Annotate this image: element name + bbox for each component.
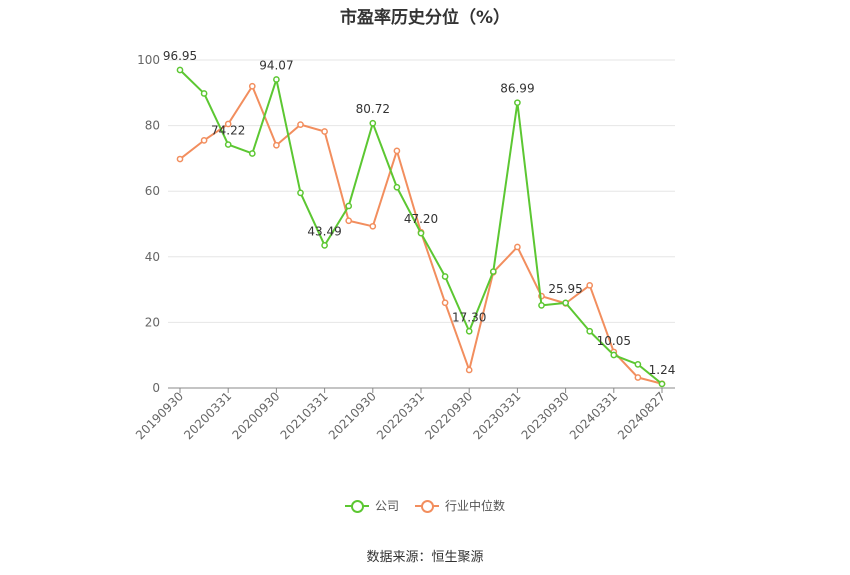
data-point-company (248, 150, 256, 157)
data-label: 43.49 (307, 224, 341, 238)
data-point-industry (465, 366, 473, 374)
y-tick-label: 60 (145, 184, 160, 198)
legend-item-company[interactable]: 公司 (344, 497, 399, 514)
data-point-company (176, 66, 184, 74)
y-tick-label: 20 (145, 315, 160, 329)
data-label: 86.99 (500, 82, 534, 96)
x-tick-label: 20200331 (181, 389, 234, 442)
data-point-company (634, 361, 642, 368)
data-point-industry (200, 137, 208, 144)
data-point-company (514, 99, 521, 107)
x-tick-label: 20240331 (567, 389, 620, 442)
data-point-industry (321, 128, 328, 135)
data-point-company (586, 327, 594, 335)
data-point-company (297, 189, 304, 197)
data-point-company (345, 202, 353, 210)
legend-company-label: 公司 (374, 499, 399, 513)
x-tick-label: 20210331 (278, 389, 331, 442)
data-point-industry (514, 243, 521, 251)
chart-legend: 公司 行业中位数 (0, 497, 850, 514)
data-point-company (224, 141, 232, 148)
y-tick-label: 80 (145, 119, 160, 133)
data-source: 数据来源：恒生聚源 (366, 550, 484, 565)
data-point-industry (297, 121, 304, 128)
data-label: 10.05 (597, 334, 631, 348)
chart-title: 市盈率历史分位（%） (339, 8, 511, 28)
x-tick-label: 20190930 (133, 389, 186, 442)
data-label: 1.24 (649, 363, 676, 377)
x-tick-label: 20210930 (326, 389, 379, 442)
legend-industry-icon (415, 499, 439, 513)
x-tick-label: 20220930 (422, 389, 475, 442)
x-tick-label: 20240827 (615, 389, 668, 442)
x-tick-label: 20230331 (470, 389, 523, 442)
x-tick-label: 20220331 (374, 389, 427, 442)
data-point-company (417, 229, 425, 237)
data-point-company (321, 242, 328, 249)
data-point-company (489, 268, 497, 275)
data-label: 17.30 (452, 310, 486, 324)
data-point-company (562, 299, 569, 307)
data-point-industry (224, 120, 232, 128)
data-point-company (465, 327, 473, 335)
y-tick-label: 0 (152, 381, 160, 395)
x-tick-label: 20230930 (519, 389, 572, 442)
data-point-industry (586, 281, 594, 289)
y-tick-label: 100 (137, 53, 160, 67)
data-label: 25.95 (548, 282, 582, 296)
data-label: 74.22 (211, 124, 245, 138)
data-point-company (658, 380, 666, 388)
data-point-industry (273, 141, 280, 149)
data-label: 80.72 (356, 102, 390, 116)
data-point-industry (369, 222, 377, 230)
line-chart: 0204060801002019093020200331202009302021… (133, 49, 676, 442)
data-point-company (441, 273, 449, 280)
y-tick-label: 40 (145, 250, 160, 264)
data-label: 94.07 (259, 58, 293, 72)
data-point-company (393, 183, 401, 191)
data-point-industry (634, 374, 642, 381)
x-tick-label: 20200930 (229, 389, 282, 442)
legend-item-industry[interactable]: 行业中位数 (415, 497, 505, 514)
data-point-industry (393, 147, 401, 155)
data-point-company (273, 76, 280, 83)
data-point-industry (441, 299, 449, 307)
data-point-industry (248, 82, 256, 90)
series-line-company (179, 69, 663, 385)
data-point-company (538, 301, 545, 309)
legend-industry-label: 行业中位数 (445, 499, 506, 513)
data-point-company (610, 351, 618, 359)
data-point-industry (176, 155, 184, 163)
data-label: 96.95 (163, 49, 197, 63)
data-label: 47.20 (404, 212, 438, 226)
data-point-company (200, 90, 208, 97)
data-point-industry (345, 217, 353, 225)
data-point-company (369, 119, 377, 127)
legend-company-icon (344, 499, 369, 513)
